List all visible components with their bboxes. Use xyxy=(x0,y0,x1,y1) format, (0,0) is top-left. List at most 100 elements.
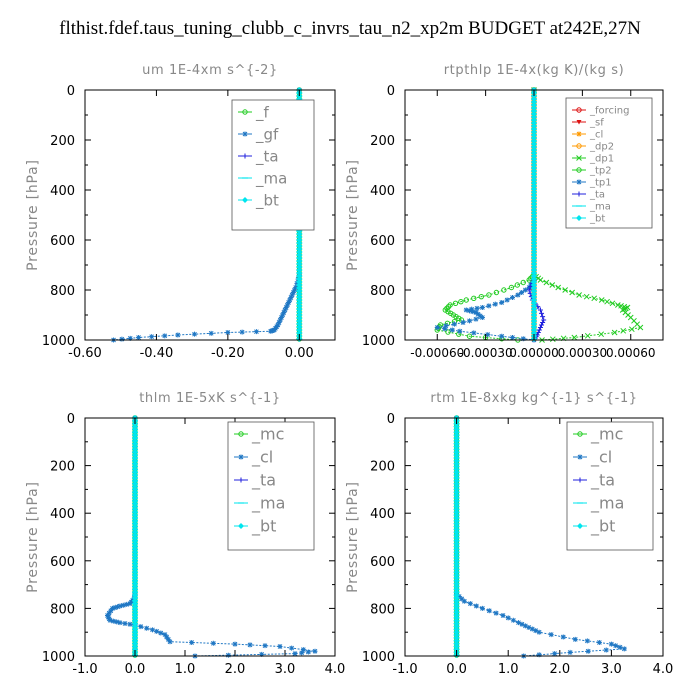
data-point xyxy=(232,641,238,647)
y-tick-label: 600 xyxy=(50,234,75,249)
data-point xyxy=(466,333,473,339)
legend-label: _dp1 xyxy=(589,154,614,165)
data-point xyxy=(560,634,566,640)
x-tick-label: 0.0 xyxy=(125,662,146,677)
data-point xyxy=(537,307,543,313)
data-point xyxy=(533,628,539,634)
y-tick-label: 0 xyxy=(387,412,395,427)
legend-label: _ma xyxy=(590,494,624,514)
data-point xyxy=(508,284,515,291)
data-point xyxy=(603,647,609,653)
legend-label: _cl xyxy=(590,448,612,468)
data-point xyxy=(608,641,614,647)
data-point xyxy=(189,640,195,646)
data-point xyxy=(115,604,120,610)
data-point xyxy=(117,620,123,626)
x-tick-label: 0.00030 xyxy=(558,346,608,360)
data-point xyxy=(552,651,558,657)
data-point xyxy=(613,643,619,649)
data-point xyxy=(106,610,112,616)
data-point xyxy=(541,317,547,323)
legend-label: _ta xyxy=(589,190,605,201)
data-point xyxy=(539,322,545,328)
x-tick-label: 2.0 xyxy=(549,662,570,677)
y-tick-label: 1000 xyxy=(362,650,395,665)
data-point xyxy=(576,292,583,298)
legend-label: _cl xyxy=(589,130,603,141)
data-point xyxy=(239,329,245,335)
x-tick-label: -1.0 xyxy=(392,662,417,677)
data-point xyxy=(278,315,284,320)
data-point xyxy=(451,321,457,327)
data-point xyxy=(262,643,268,649)
y-tick-label: 0 xyxy=(67,412,75,427)
data-point xyxy=(276,320,282,325)
data-point xyxy=(536,327,542,333)
legend: _f _gf _ta _ma _bt xyxy=(231,99,315,231)
data-point xyxy=(268,328,274,334)
data-point xyxy=(514,282,521,288)
y-tick-label: 200 xyxy=(50,134,75,149)
legend-marker xyxy=(576,215,582,221)
legend-label: _mc xyxy=(251,425,284,445)
data-point xyxy=(479,605,485,611)
y-tick-label: 200 xyxy=(370,134,395,149)
y-tick-label: 1000 xyxy=(362,334,395,349)
data-point xyxy=(287,297,293,303)
data-point xyxy=(493,289,500,296)
data-point xyxy=(479,305,485,310)
data-point xyxy=(165,636,171,642)
data-point xyxy=(471,330,477,336)
x-tick-label: 3.0 xyxy=(601,662,622,677)
data-point xyxy=(555,284,562,291)
data-point xyxy=(584,638,590,644)
y-tick-label: 0 xyxy=(387,84,395,99)
data-point xyxy=(284,302,290,308)
data-point xyxy=(505,615,511,621)
legend-box xyxy=(227,421,315,551)
data-point xyxy=(571,334,578,341)
x-tick-label: 0.0 xyxy=(446,662,467,677)
data-point xyxy=(463,297,469,303)
data-point xyxy=(611,329,618,336)
data-point xyxy=(504,297,510,303)
data-point xyxy=(443,323,449,329)
y-axis-label: Pressure [hPa] xyxy=(345,481,361,593)
legend-label: _mc xyxy=(590,425,623,445)
data-point xyxy=(479,315,485,320)
data-point xyxy=(175,332,181,338)
data-point xyxy=(442,326,448,332)
data-point xyxy=(127,335,133,341)
data-point xyxy=(136,335,142,340)
legend-marker xyxy=(576,167,582,173)
data-point xyxy=(604,298,610,305)
data-point xyxy=(520,336,526,342)
data-point xyxy=(537,325,543,330)
x-tick-label: 2.0 xyxy=(225,662,246,677)
data-point xyxy=(519,290,525,295)
legend-marker xyxy=(242,109,248,115)
data-point xyxy=(105,614,111,620)
y-axis-label: Pressure [hPa] xyxy=(345,159,361,271)
y-tick-label: 600 xyxy=(370,555,395,570)
data-point xyxy=(225,330,231,335)
legend-marker xyxy=(576,107,582,113)
data-point xyxy=(537,277,544,283)
data-point xyxy=(522,623,528,629)
legend-marker xyxy=(238,454,244,460)
legend-marker xyxy=(242,197,248,203)
data-point xyxy=(515,292,521,298)
data-point xyxy=(305,649,311,655)
legend-marker xyxy=(238,523,244,529)
data-point xyxy=(122,620,128,626)
data-point xyxy=(567,649,573,655)
data-point xyxy=(486,292,492,298)
data-point xyxy=(300,647,306,653)
data-point xyxy=(138,624,144,630)
data-point xyxy=(280,312,286,318)
data-point xyxy=(493,610,499,616)
legend-label: _cl xyxy=(251,448,273,468)
data-point xyxy=(312,648,318,654)
x-tick-label: -0.20 xyxy=(211,346,245,361)
legend-marker xyxy=(577,477,583,483)
